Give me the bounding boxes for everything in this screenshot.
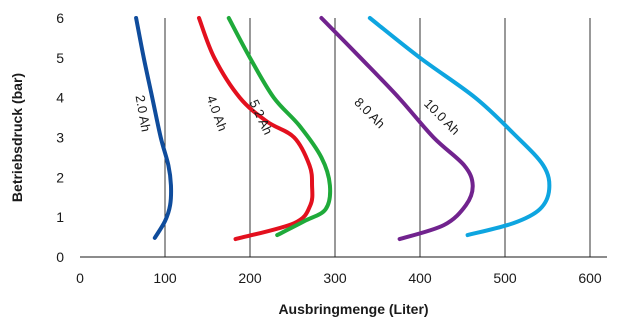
x-tick-label: 300 <box>323 270 347 286</box>
curve-label: 8.0 Ah <box>351 95 388 132</box>
y-tick-label: 4 <box>56 90 64 106</box>
x-tick-labels: 0 100 200 300 400 500 600 <box>76 270 602 286</box>
x-tick-label: 600 <box>578 270 602 286</box>
series-line-4 <box>319 16 475 242</box>
y-tick-label: 5 <box>56 50 64 66</box>
y-tick-labels: 0 1 2 3 4 5 6 <box>56 10 64 265</box>
y-tick-label: 3 <box>56 130 64 146</box>
x-tick-label: 0 <box>76 270 84 286</box>
curve-label: 2.0 Ah <box>133 94 154 133</box>
x-tick-label: 200 <box>238 270 262 286</box>
x-tick-label: 400 <box>408 270 432 286</box>
y-tick-label: 0 <box>56 249 64 265</box>
y-axis-title: Betriebsdruck (bar) <box>9 73 25 202</box>
series-line-3 <box>226 16 333 238</box>
y-tick-label: 2 <box>56 169 64 185</box>
x-tick-label: 500 <box>493 270 517 286</box>
x-tick-label: 100 <box>153 270 177 286</box>
x-axis-title: Ausbringmenge (Liter) <box>278 301 428 317</box>
series-line-2 <box>197 16 315 242</box>
curve-label: 5.2 Ah <box>247 97 276 137</box>
curve-label: 4.0 Ah <box>204 93 231 133</box>
series-line-5 <box>367 16 552 238</box>
y-tick-label: 1 <box>56 209 64 225</box>
series-line-1 <box>134 16 174 240</box>
series-lines <box>134 16 552 242</box>
grid-lines <box>164 18 591 257</box>
y-tick-label: 6 <box>56 10 64 26</box>
